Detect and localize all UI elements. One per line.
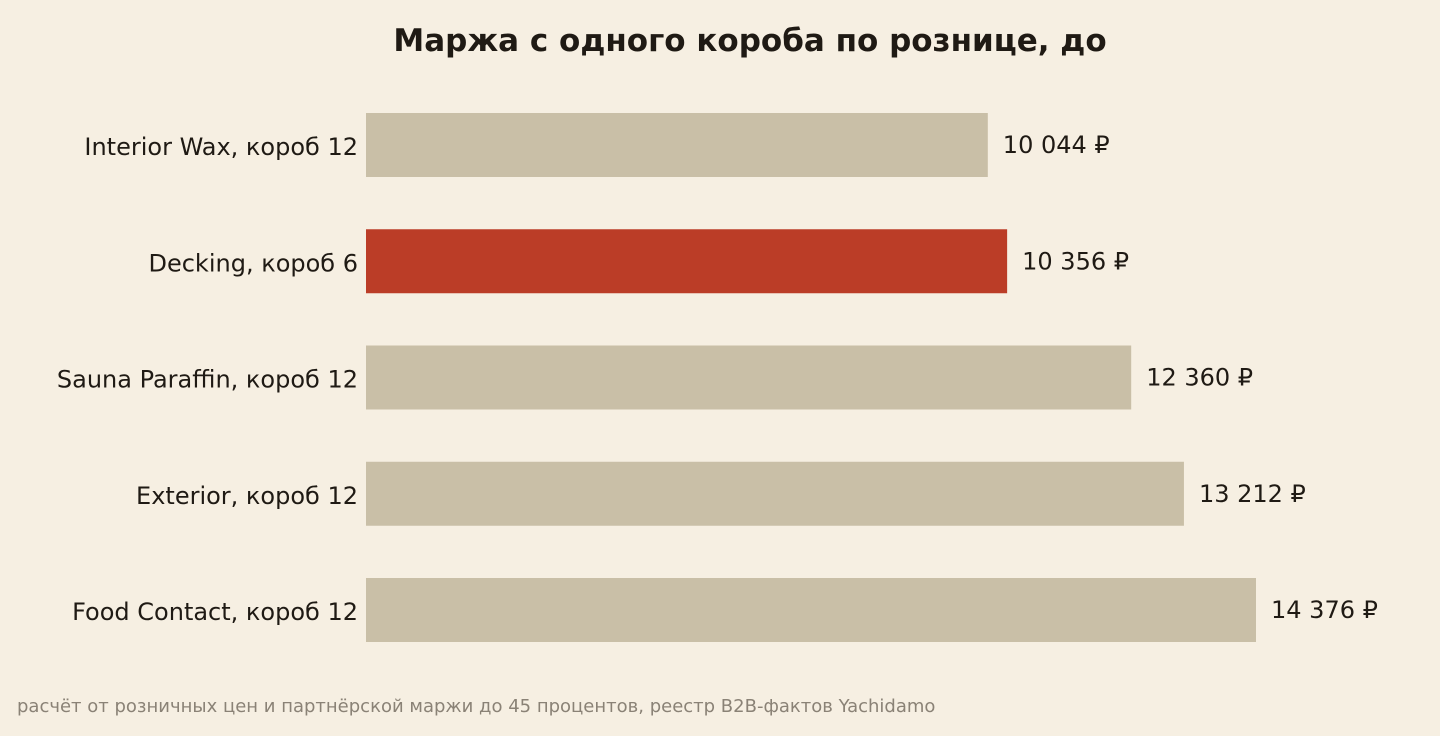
category-label-3: Exterior, короб 12 xyxy=(136,482,358,510)
bar-0 xyxy=(366,113,988,177)
bar-1 xyxy=(366,229,1008,294)
category-label-0: Interior Wax, короб 12 xyxy=(84,133,358,161)
bar-4 xyxy=(366,578,1256,642)
category-label-1: Decking, короб 6 xyxy=(148,249,358,277)
value-label-2: 12 360 ₽ xyxy=(1146,364,1253,392)
value-label-0: 10 044 ₽ xyxy=(1003,131,1110,159)
category-label-4: Food Contact, короб 12 xyxy=(72,598,358,626)
chart-title: Маржа с одного короба по рознице, до xyxy=(393,23,1106,59)
footnote: расчёт от розничных цен и партнёрской ма… xyxy=(17,696,936,717)
value-label-4: 14 376 ₽ xyxy=(1271,596,1378,624)
category-label-2: Sauna Paraffin, короб 12 xyxy=(57,366,358,394)
value-label-1: 10 356 ₽ xyxy=(1022,247,1129,275)
bars-group: Interior Wax, короб 12 10 044 ₽ Decking, к… xyxy=(57,113,1378,642)
bar-2 xyxy=(366,345,1132,410)
value-label-3: 13 212 ₽ xyxy=(1199,480,1306,508)
bar-3 xyxy=(366,461,1184,526)
